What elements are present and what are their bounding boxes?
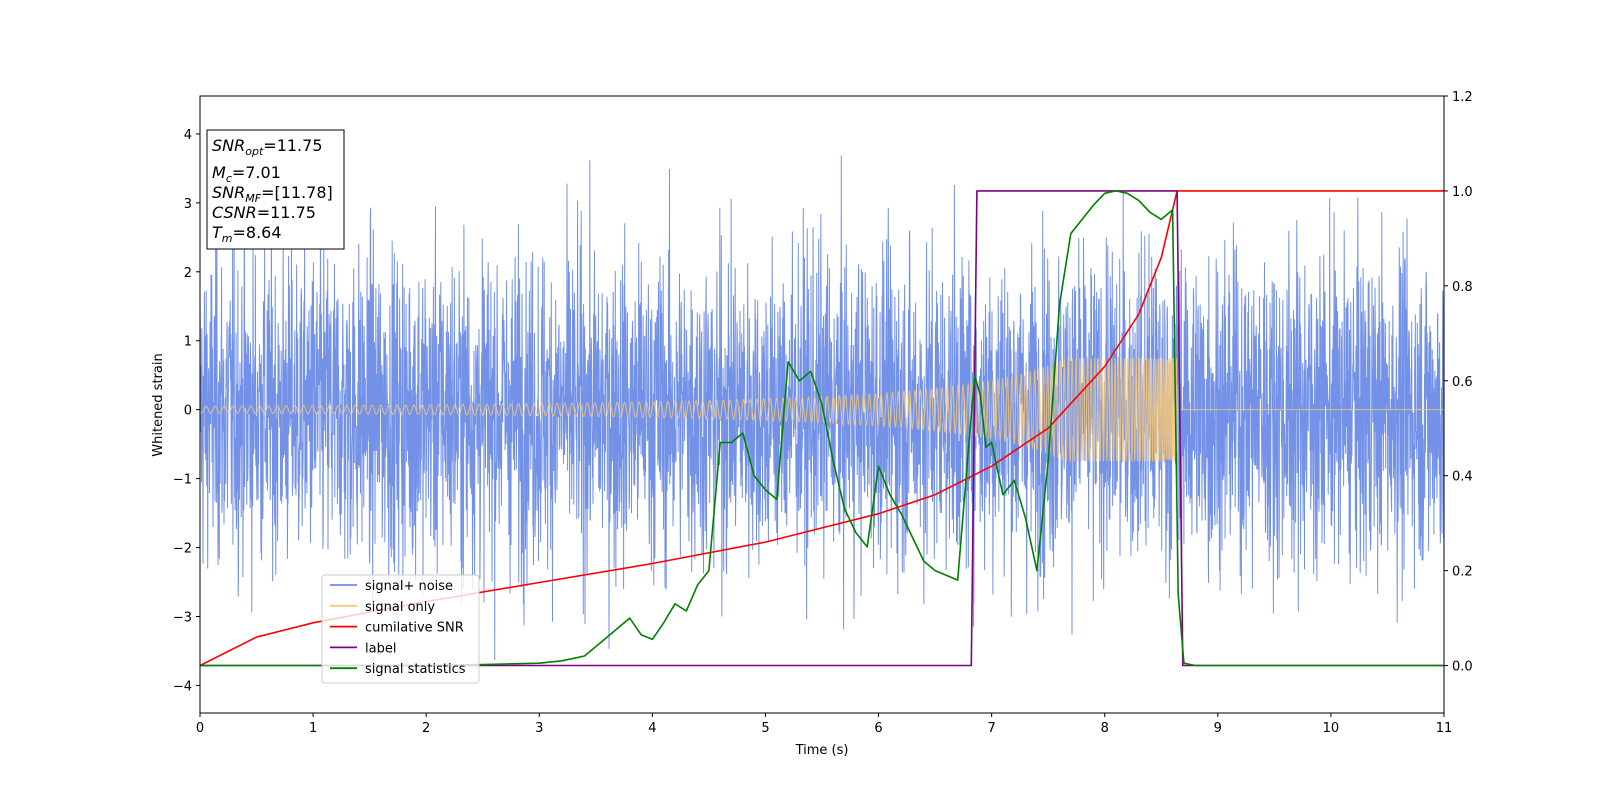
legend-item-signal-noise: signal+ noise <box>330 579 453 594</box>
series-signal-noise <box>200 155 1444 661</box>
legend-label: cumilative SNR <box>365 621 464 636</box>
info-box-frame <box>206 129 345 250</box>
legend-frame <box>321 574 480 684</box>
left-y-tick-label: −2 <box>173 542 192 557</box>
x-tick-label: 10 <box>1323 721 1340 736</box>
plot-frame <box>199 95 1445 714</box>
legend-label: signal only <box>365 600 435 615</box>
left-y-tick-label: 2 <box>184 266 192 281</box>
left-y-tick-label: 3 <box>184 197 192 212</box>
legend-label: label <box>365 641 396 656</box>
left-y-tick-label: 4 <box>184 128 192 143</box>
legend-item-signal-statistics: signal statistics <box>330 662 466 677</box>
x-tick-label: 8 <box>1101 721 1109 736</box>
right-y-tick-label: 0.4 <box>1452 470 1473 485</box>
left-y-tick-label: −4 <box>173 679 192 694</box>
legend-item-label: label <box>330 641 396 656</box>
left-y-tick-label: 1 <box>184 335 192 350</box>
x-tick-label: 11 <box>1436 721 1453 736</box>
right-y-tick-label: 0.6 <box>1452 375 1473 390</box>
legend: signal+ noise signal only cumilative SNR la… <box>321 574 480 684</box>
x-tick-label: 6 <box>874 721 882 736</box>
x-axis-label: Time (s) <box>795 743 849 758</box>
legend-item-signal-only: signal only <box>330 600 435 615</box>
x-tick-label: 0 <box>196 721 204 736</box>
right-y-tick-label: 0.8 <box>1452 280 1473 295</box>
x-tick-label: 7 <box>987 721 995 736</box>
legend-label: signal statistics <box>365 662 466 677</box>
legend-label: signal+ noise <box>365 579 453 594</box>
x-tick-label: 5 <box>761 721 769 736</box>
left-y-tick-label: −3 <box>173 610 192 625</box>
info-box: SNRopt=11.75 Mc=7.01 SNRMF=[11.78] CSNR=… <box>206 129 345 250</box>
left-y-tick-label: 0 <box>184 404 192 419</box>
info-snr-opt: SNRopt=11.75 <box>212 136 323 158</box>
right-y-tick-label: 1.0 <box>1452 185 1473 200</box>
signal-only-series <box>200 356 1444 463</box>
right-y-tick-label: 0.2 <box>1452 565 1473 580</box>
x-tick-label: 9 <box>1214 721 1222 736</box>
left-y-tick-label: −1 <box>173 473 192 488</box>
info-tm: Tm=8.64 <box>212 223 282 245</box>
info-snr-mf: SNRMF=[11.78] <box>212 183 333 205</box>
info-mc: Mc=7.01 <box>212 163 281 185</box>
x-axis: 0 1 2 3 4 5 6 7 8 9 10 11 <box>196 713 1452 736</box>
info-csnr: CSNR=11.75 <box>212 203 316 222</box>
right-y-tick-label: 1.2 <box>1452 90 1473 105</box>
series-signal-only <box>200 356 1444 463</box>
legend-item-cumilative-snr: cumilative SNR <box>330 621 464 636</box>
x-tick-label: 2 <box>422 721 430 736</box>
y-axis-label: Whitened strain <box>151 353 166 456</box>
x-tick-label: 3 <box>535 721 543 736</box>
x-tick-label: 4 <box>648 721 656 736</box>
series-signal-statistics <box>200 190 1444 667</box>
left-y-axis: 4 3 2 1 0 −1 −2 −3 −4 <box>173 128 200 694</box>
right-y-axis: 1.2 1.0 0.8 0.6 0.4 0.2 0.0 <box>1444 90 1473 675</box>
right-y-tick-label: 0.0 <box>1452 660 1473 675</box>
x-tick-label: 1 <box>309 721 317 736</box>
signal-noise-series <box>200 155 1444 661</box>
